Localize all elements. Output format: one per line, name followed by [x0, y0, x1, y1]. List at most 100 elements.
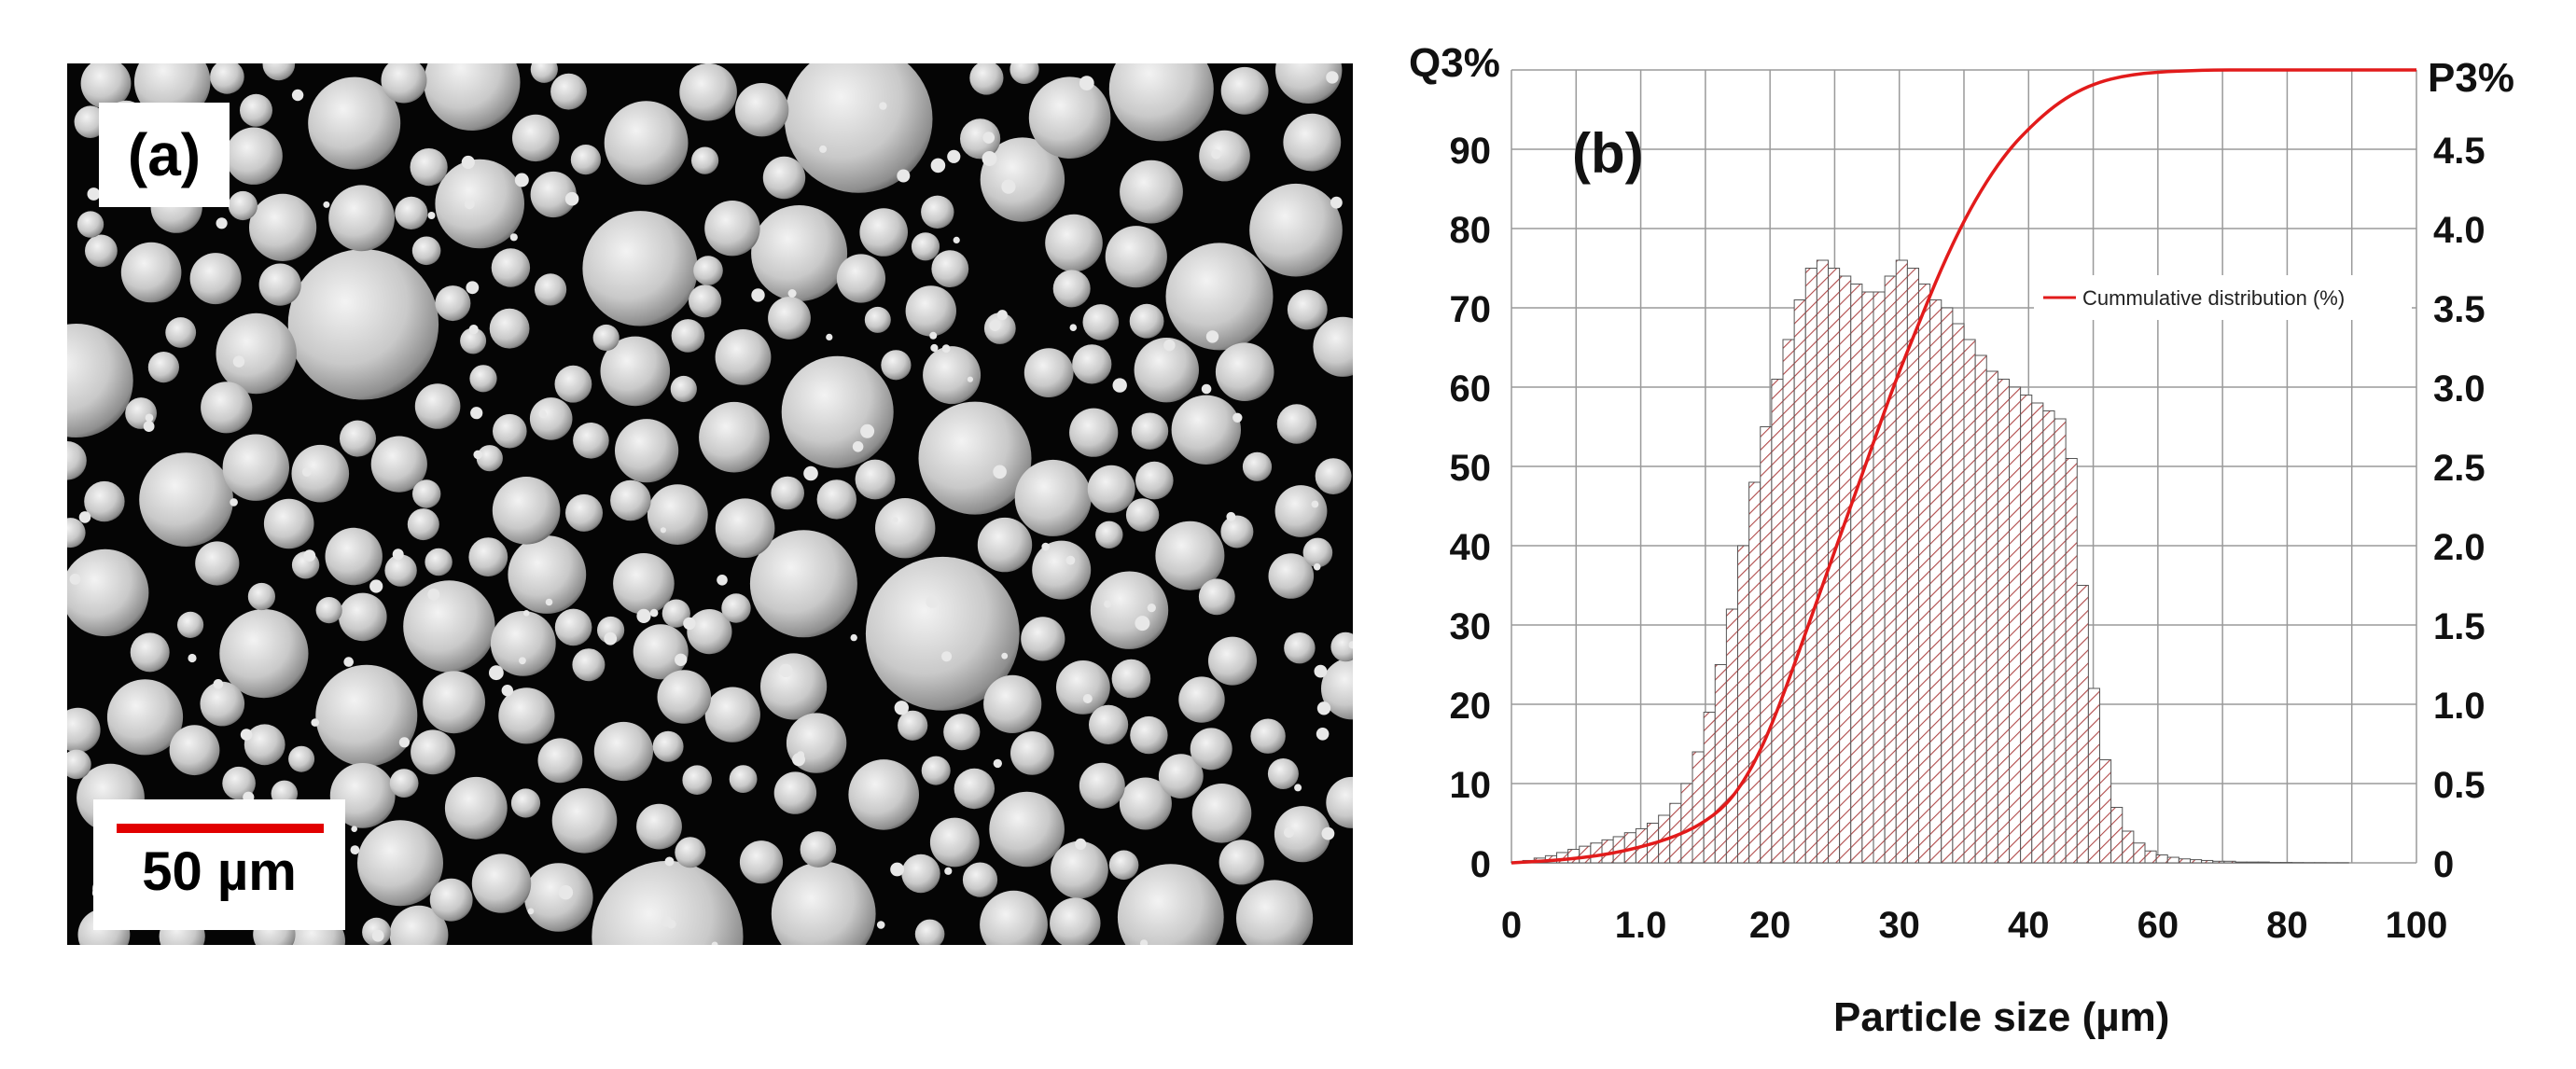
- satellite-particle: [826, 333, 833, 340]
- histogram-bar: [1941, 307, 1954, 864]
- y-left-tick-label: 70: [1450, 289, 1492, 330]
- histogram-bar: [1884, 275, 1897, 864]
- particle: [106, 679, 184, 756]
- particle: [1302, 537, 1333, 568]
- particle: [1218, 840, 1264, 885]
- satellite-particle: [545, 598, 553, 606]
- y-left-tick-label: 30: [1450, 606, 1492, 647]
- particle: [943, 714, 981, 751]
- panel-a-label: (a): [99, 103, 230, 207]
- satellite-particle: [803, 465, 818, 481]
- histogram-bar: [1590, 842, 1603, 864]
- histogram-bar: [1963, 339, 1976, 864]
- y-left-tick-label: 40: [1450, 527, 1492, 568]
- particle: [258, 263, 301, 306]
- satellite-particle: [1316, 701, 1331, 715]
- satellite-particle: [819, 145, 828, 153]
- particle: [600, 336, 671, 407]
- particle: [240, 93, 272, 127]
- histogram-bar: [2246, 861, 2259, 864]
- particle: [74, 105, 107, 138]
- satellite-particle: [604, 632, 618, 646]
- satellite-particle: [311, 718, 320, 727]
- y-right-tick-label: 4.0: [2433, 210, 2485, 251]
- histogram-bar: [2178, 858, 2192, 864]
- particle: [865, 556, 1020, 711]
- satellite-particle: [427, 212, 436, 219]
- satellite-particle: [470, 407, 483, 420]
- y-left-axis-title: Q3%: [1409, 40, 1500, 86]
- particle: [682, 765, 712, 795]
- scale-bar: [117, 824, 324, 833]
- particle: [582, 211, 698, 326]
- satellite-particle: [1140, 939, 1149, 945]
- histogram-bar: [2087, 687, 2101, 864]
- histogram-bar: [1850, 284, 1863, 864]
- particle: [411, 236, 441, 266]
- satellite-particle: [509, 233, 518, 242]
- histogram-bar: [1737, 545, 1750, 864]
- particle: [468, 537, 508, 576]
- satellite-particle: [371, 929, 384, 942]
- particle: [84, 480, 125, 522]
- particle: [384, 554, 417, 587]
- particle: [529, 397, 573, 440]
- particle: [291, 444, 350, 503]
- particle: [67, 441, 87, 480]
- satellite-particle: [1294, 784, 1302, 792]
- histogram-bar: [2054, 418, 2067, 864]
- satellite-particle: [1075, 838, 1087, 851]
- particle: [929, 817, 980, 868]
- particle: [923, 346, 982, 405]
- particle: [768, 297, 811, 340]
- histogram-bar: [1760, 426, 1773, 864]
- particle: [1117, 864, 1224, 945]
- particle: [1023, 348, 1074, 397]
- histogram-bar: [2099, 759, 2112, 864]
- particle: [729, 765, 758, 793]
- particle: [593, 721, 654, 782]
- satellite-particle: [369, 579, 383, 593]
- histogram-bar: [2190, 859, 2203, 864]
- particle: [911, 232, 940, 261]
- satellite-particle: [1001, 652, 1009, 659]
- histogram-bar: [2065, 458, 2078, 864]
- particle: [671, 319, 705, 353]
- histogram-bar: [2110, 807, 2123, 864]
- satellite-particle: [929, 331, 938, 340]
- particle: [969, 63, 1004, 95]
- histogram-bar: [2155, 854, 2168, 864]
- particle: [670, 375, 697, 403]
- particle: [130, 632, 170, 673]
- particle: [699, 401, 770, 473]
- particle: [1274, 806, 1331, 863]
- satellite-particle: [664, 856, 675, 867]
- satellite-particle: [473, 450, 482, 460]
- particle: [1131, 412, 1169, 450]
- particle: [989, 791, 1065, 868]
- particle: [693, 256, 723, 285]
- y-right-tick-label: 4.5: [2433, 131, 2485, 172]
- particle: [704, 687, 760, 743]
- particle: [687, 609, 732, 655]
- cumulative-curve-layer: [1511, 68, 2416, 865]
- particle: [165, 317, 197, 348]
- particle: [636, 803, 682, 850]
- particle: [510, 788, 541, 818]
- particle: [613, 553, 675, 615]
- particle: [389, 769, 419, 798]
- y-right-axis-title: P3%: [2428, 55, 2514, 101]
- particle: [139, 452, 233, 547]
- particle: [1111, 659, 1151, 699]
- satellite-particle: [683, 617, 696, 631]
- particle: [704, 201, 760, 257]
- particle: [1052, 270, 1091, 308]
- satellite-particle: [564, 191, 579, 206]
- particle: [1165, 243, 1274, 351]
- particle: [689, 285, 722, 318]
- particle: [898, 710, 928, 741]
- particle: [77, 211, 104, 238]
- particle: [1130, 715, 1168, 755]
- particle: [492, 477, 561, 545]
- particle: [983, 312, 1016, 344]
